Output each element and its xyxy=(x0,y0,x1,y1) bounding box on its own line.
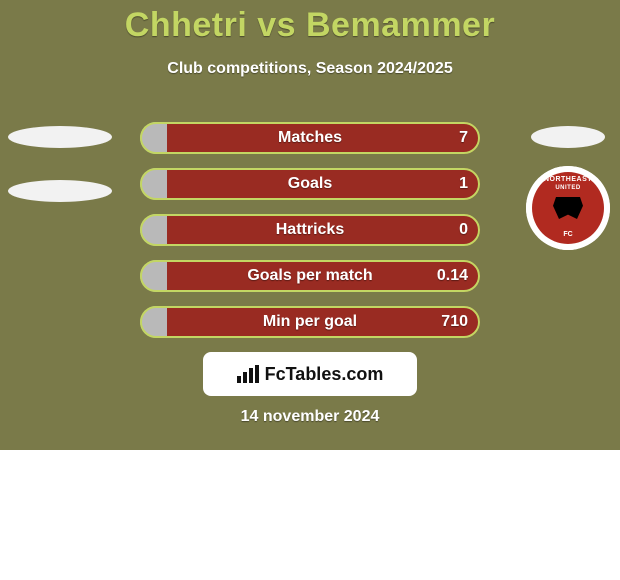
club-badge-inner: NORTHEAST UNITED FC xyxy=(532,172,604,244)
left-player-photo-placeholder xyxy=(8,126,112,234)
bar-label: Matches xyxy=(140,129,480,147)
stat-row: Min per goal710 xyxy=(140,306,480,338)
bar-label: Goals per match xyxy=(140,267,480,285)
bottom-margin xyxy=(0,450,620,580)
bar-chart-icon xyxy=(237,365,259,383)
date-label: 14 november 2024 xyxy=(0,408,620,426)
bar-value-right: 0.14 xyxy=(437,267,468,285)
bar-value-right: 0 xyxy=(459,221,468,239)
stat-row: Matches7 xyxy=(140,122,480,154)
bar-label: Goals xyxy=(140,175,480,193)
club-badge: NORTHEAST UNITED FC xyxy=(526,166,610,250)
comparison-subtitle: Club competitions, Season 2024/2025 xyxy=(0,60,620,78)
badge-text-top: NORTHEAST xyxy=(544,176,592,183)
right-ellipse xyxy=(531,126,605,148)
comparison-infographic: Chhetri vs Bemammer Club competitions, S… xyxy=(0,0,620,580)
stat-bars: Matches7Goals1Hattricks0Goals per match0… xyxy=(140,122,480,352)
photo-ellipse-1 xyxy=(8,126,112,148)
watermark-box: FcTables.com xyxy=(203,352,417,396)
badge-text-mid: UNITED xyxy=(555,185,580,191)
stat-row: Goals1 xyxy=(140,168,480,200)
stat-row: Goals per match0.14 xyxy=(140,260,480,292)
bar-value-right: 7 xyxy=(459,129,468,147)
photo-ellipse-2 xyxy=(8,180,112,202)
bar-value-right: 710 xyxy=(441,313,468,331)
stat-row: Hattricks0 xyxy=(140,214,480,246)
right-player-badge-area: NORTHEAST UNITED FC xyxy=(526,126,610,250)
comparison-title: Chhetri vs Bemammer xyxy=(0,6,620,45)
bar-value-right: 1 xyxy=(459,175,468,193)
badge-bull-icon xyxy=(553,197,583,219)
bar-label: Min per goal xyxy=(140,313,480,331)
bar-label: Hattricks xyxy=(140,221,480,239)
badge-text-bottom: FC xyxy=(563,231,572,238)
watermark-text: FcTables.com xyxy=(265,364,384,385)
